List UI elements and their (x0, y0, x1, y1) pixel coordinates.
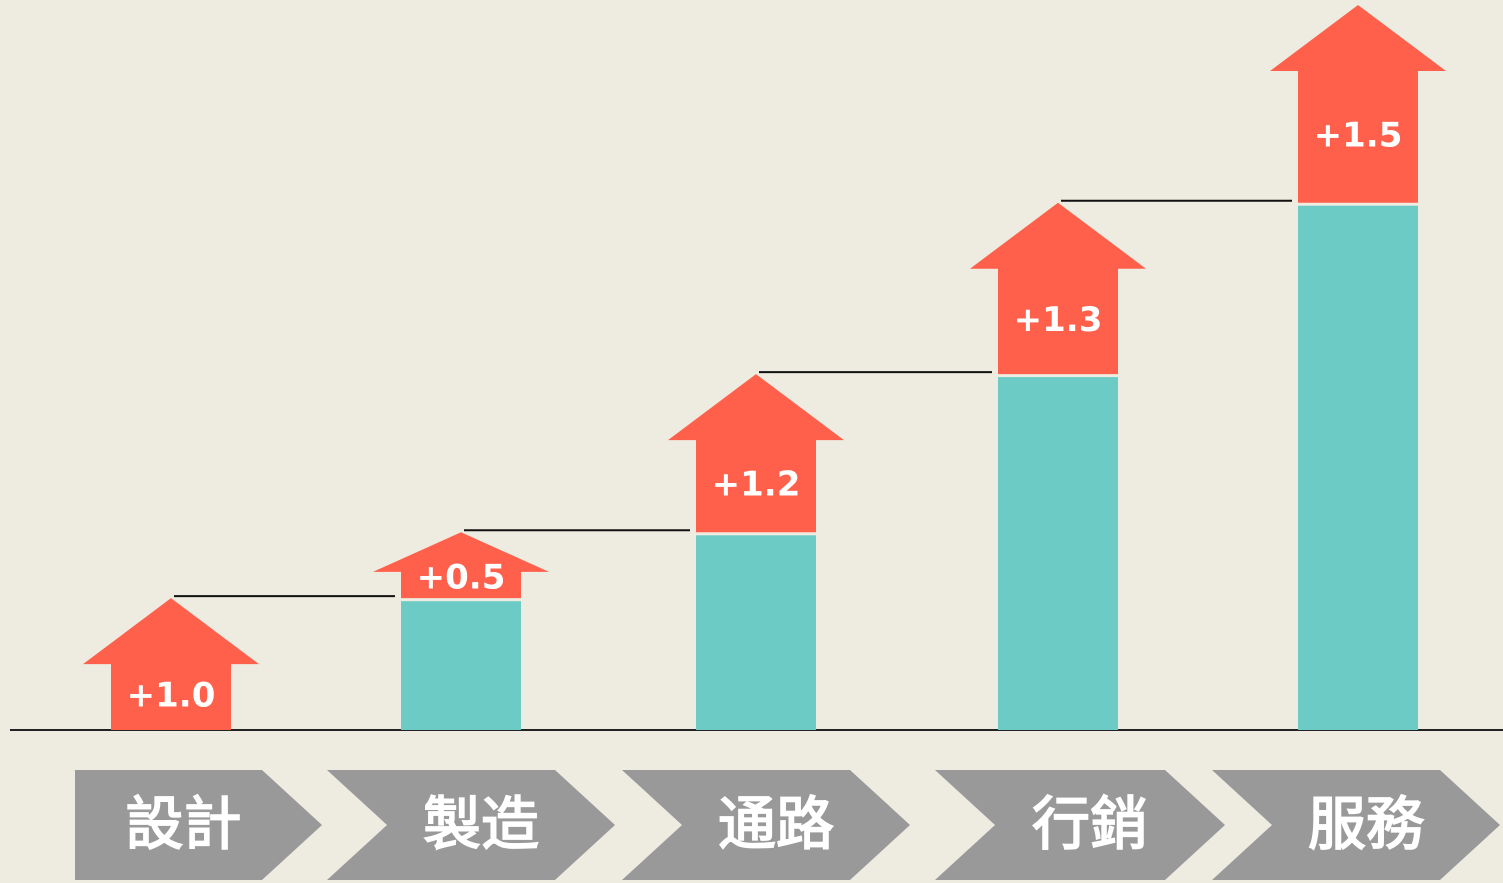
category-chevron (622, 770, 910, 880)
value-label: +1.3 (1014, 300, 1103, 340)
category-chevron (935, 770, 1225, 880)
base-bar (1298, 205, 1418, 730)
category-label: 通路 (718, 790, 835, 858)
category-chevron (327, 770, 615, 880)
value-label: +1.5 (1314, 115, 1403, 155)
base-bar (401, 601, 521, 730)
increase-arrow (373, 532, 549, 599)
increase-arrow (83, 598, 259, 730)
category-label: 服務 (1308, 790, 1425, 858)
value-label: +1.0 (127, 676, 216, 716)
category-label: 行銷 (1032, 790, 1148, 858)
value-label: +0.5 (417, 558, 506, 598)
base-bar (998, 377, 1118, 730)
category-label: 設計 (125, 790, 241, 858)
increase-arrow (668, 374, 844, 533)
increase-arrow (1270, 5, 1446, 203)
base-bar (696, 535, 816, 730)
increase-arrow (970, 202, 1146, 375)
category-chevron (75, 770, 322, 880)
category-chevron (1212, 770, 1500, 880)
category-label: 製造 (423, 790, 539, 858)
value-label: +1.2 (712, 465, 801, 505)
